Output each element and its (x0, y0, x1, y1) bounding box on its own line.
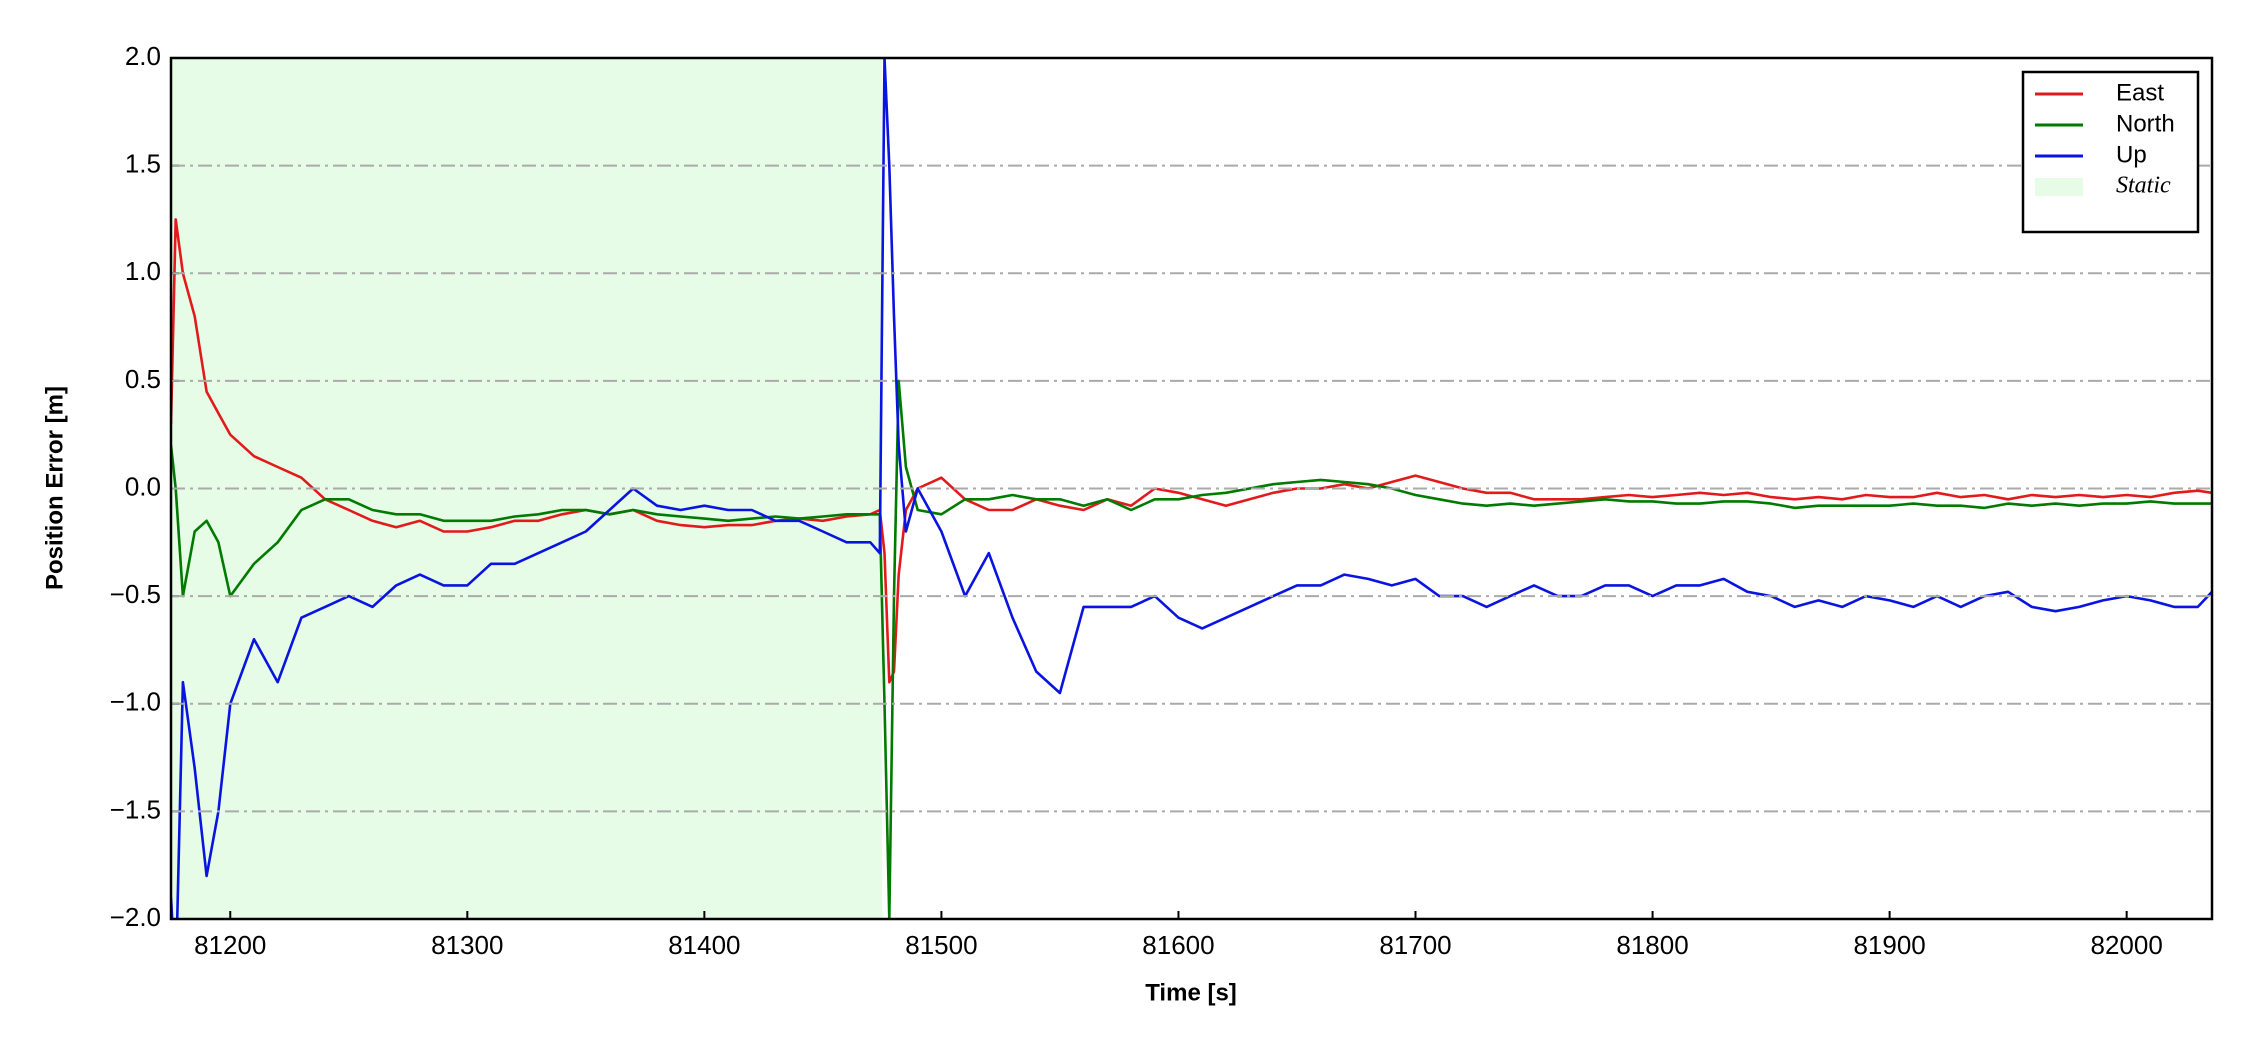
x-tick-label: 81900 (1853, 930, 1925, 960)
x-axis-label: Time [s] (1145, 979, 1237, 1006)
x-tick-label: 81700 (1379, 930, 1451, 960)
x-tick-label: 81400 (668, 930, 740, 960)
x-tick-label: 81800 (1616, 930, 1688, 960)
y-tick-label: 0.5 (125, 364, 161, 394)
legend-box (2021, 70, 2200, 234)
series-line (171, 379, 2212, 919)
x-tick-label: 81600 (1142, 930, 1214, 960)
y-axis-label: Position Error [m] (41, 386, 68, 590)
y-tick-label: −1.0 (110, 687, 161, 717)
legend-label: East (2116, 79, 2164, 106)
y-tick-label: 1.5 (125, 149, 161, 179)
plot-frame (169, 56, 2214, 921)
x-tick-label: 81200 (194, 930, 266, 960)
y-tick-label: −2.0 (110, 902, 161, 932)
series-line (171, 218, 2212, 684)
x-tick-label: 81300 (431, 930, 503, 960)
x-tick-label: 82000 (2091, 930, 2163, 960)
legend-swatch (2035, 178, 2083, 196)
y-tick-label: 0.0 (125, 471, 161, 501)
plot-area (171, 58, 2212, 919)
y-tick-label: −0.5 (110, 579, 161, 609)
x-tick-label: 81500 (905, 930, 977, 960)
legend-label: Static (2116, 173, 2171, 199)
legend-label: North (2116, 110, 2175, 137)
y-tick-label: −1.5 (110, 794, 161, 824)
y-tick-label: 1.0 (125, 256, 161, 286)
legend-label: Up (2116, 141, 2147, 168)
series-line (171, 58, 2212, 919)
y-tick-label: 2.0 (125, 41, 161, 71)
